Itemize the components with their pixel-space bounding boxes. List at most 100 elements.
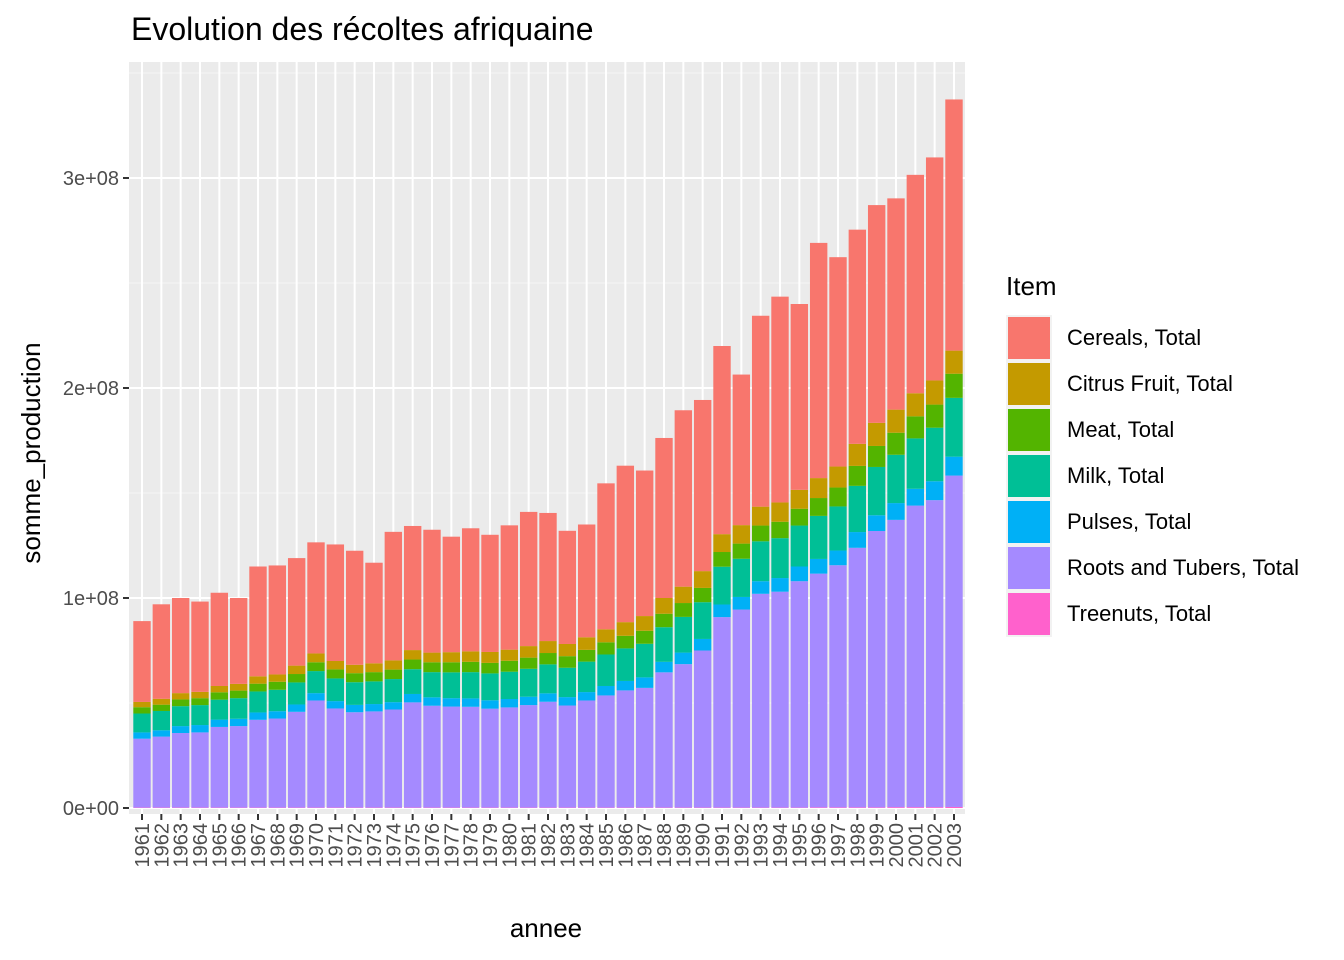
- x-tick-label: 1964: [190, 823, 212, 868]
- bar-segment: [500, 525, 519, 650]
- bar-segment: [867, 531, 886, 808]
- bar-segment: [674, 586, 693, 604]
- x-tick-label: 2000: [886, 823, 908, 868]
- bar-segment: [829, 257, 847, 467]
- bar-segment: [326, 708, 345, 808]
- bar-segment: [848, 443, 867, 466]
- bar-segment: [403, 693, 422, 703]
- bar-segment: [945, 397, 963, 457]
- bar-segment: [365, 711, 383, 808]
- x-tick-label: 1986: [615, 823, 637, 868]
- bar-segment: [790, 581, 809, 808]
- bar-segment: [442, 652, 461, 663]
- bar-segment: [925, 404, 944, 428]
- bar-segment: [307, 542, 325, 654]
- bar-segment: [597, 629, 615, 643]
- bar-segment: [732, 525, 751, 544]
- bar-segment: [771, 521, 789, 539]
- bar-segment: [152, 736, 171, 808]
- bar-segment: [210, 726, 229, 808]
- bar-segment: [519, 696, 538, 706]
- bar-segment: [655, 437, 673, 598]
- bar-segment: [403, 702, 422, 808]
- bar-segment: [616, 465, 635, 623]
- bar-segment: [481, 673, 499, 701]
- bar-segment: [171, 726, 190, 734]
- bar-segment: [326, 701, 345, 709]
- bar-segment: [713, 552, 731, 567]
- bar-segment: [887, 454, 905, 504]
- bar-segment: [171, 733, 190, 808]
- bar-segment: [906, 807, 925, 808]
- bar-segment: [809, 807, 828, 808]
- x-tick-label: 1997: [828, 823, 850, 868]
- chart-title: Evolution des récoltes afriquaine: [131, 11, 594, 47]
- legend-key: [1008, 501, 1050, 543]
- bar-segment: [500, 671, 519, 700]
- legend-key: [1008, 317, 1050, 359]
- x-tick-label: 2003: [944, 823, 966, 868]
- bar-segment: [906, 505, 925, 808]
- bar-segment: [442, 698, 461, 707]
- bar-segment: [171, 699, 190, 707]
- bar-segment: [577, 661, 596, 693]
- bar-segment: [887, 519, 905, 808]
- x-tick-label: 1990: [693, 823, 715, 868]
- bar-segment: [365, 562, 383, 664]
- bar-segment: [461, 698, 480, 707]
- bar-segment: [713, 566, 731, 605]
- bar-segment: [829, 466, 847, 488]
- bar-segment: [848, 485, 867, 533]
- bar-segment: [152, 730, 171, 737]
- bar-segment: [133, 738, 151, 808]
- bar-segment: [229, 726, 248, 808]
- bar-segment: [268, 711, 287, 719]
- bar-segment: [616, 680, 635, 691]
- bar-segment: [655, 672, 673, 808]
- bar-segment: [423, 697, 441, 706]
- bar-segment: [945, 475, 963, 807]
- bar-segment: [210, 685, 229, 693]
- bar-segment: [713, 534, 731, 553]
- x-tick-label: 1989: [673, 823, 695, 868]
- bar-segment: [287, 665, 306, 675]
- bar-segment: [307, 700, 325, 808]
- bar-segment: [848, 547, 867, 808]
- bar-segment: [558, 643, 577, 657]
- x-tick-label: 1991: [712, 823, 734, 868]
- bar-segment: [693, 602, 712, 639]
- x-tick-label: 2002: [925, 823, 947, 868]
- bar-segment: [403, 525, 422, 651]
- bar-segment: [307, 662, 325, 672]
- bar-segment: [287, 711, 306, 808]
- x-tick-label: 1999: [867, 823, 889, 868]
- legend-label: Milk, Total: [1067, 463, 1164, 488]
- bar-segment: [790, 304, 809, 490]
- bar-segment: [249, 676, 267, 684]
- bar-segment: [790, 489, 809, 509]
- bar-segment: [191, 725, 209, 733]
- bar-segment: [133, 732, 151, 739]
- x-tick-label: 1962: [151, 823, 173, 868]
- bar-segment: [345, 673, 364, 683]
- bar-segment: [461, 651, 480, 662]
- bar-segment: [249, 712, 267, 720]
- bar-segment: [906, 393, 925, 417]
- x-tick-label: 1971: [325, 823, 347, 868]
- bar-segment: [771, 296, 789, 503]
- bar-segment: [423, 529, 441, 653]
- bar-segment: [442, 536, 461, 653]
- bar-segment: [751, 525, 770, 542]
- bar-segment: [461, 661, 480, 673]
- bar-segment: [597, 483, 615, 630]
- bar-segment: [500, 699, 519, 708]
- x-tick-label: 1996: [809, 823, 831, 868]
- bar-segment: [539, 512, 557, 642]
- bar-segment: [171, 598, 190, 694]
- bar-segment: [345, 704, 364, 713]
- bar-segment: [500, 649, 519, 661]
- bar-segment: [732, 374, 751, 526]
- bar-segment: [133, 701, 151, 708]
- bar-segment: [326, 669, 345, 679]
- legend: Cereals, Total Citrus Fruit, Total Meat, T…: [1006, 315, 1299, 637]
